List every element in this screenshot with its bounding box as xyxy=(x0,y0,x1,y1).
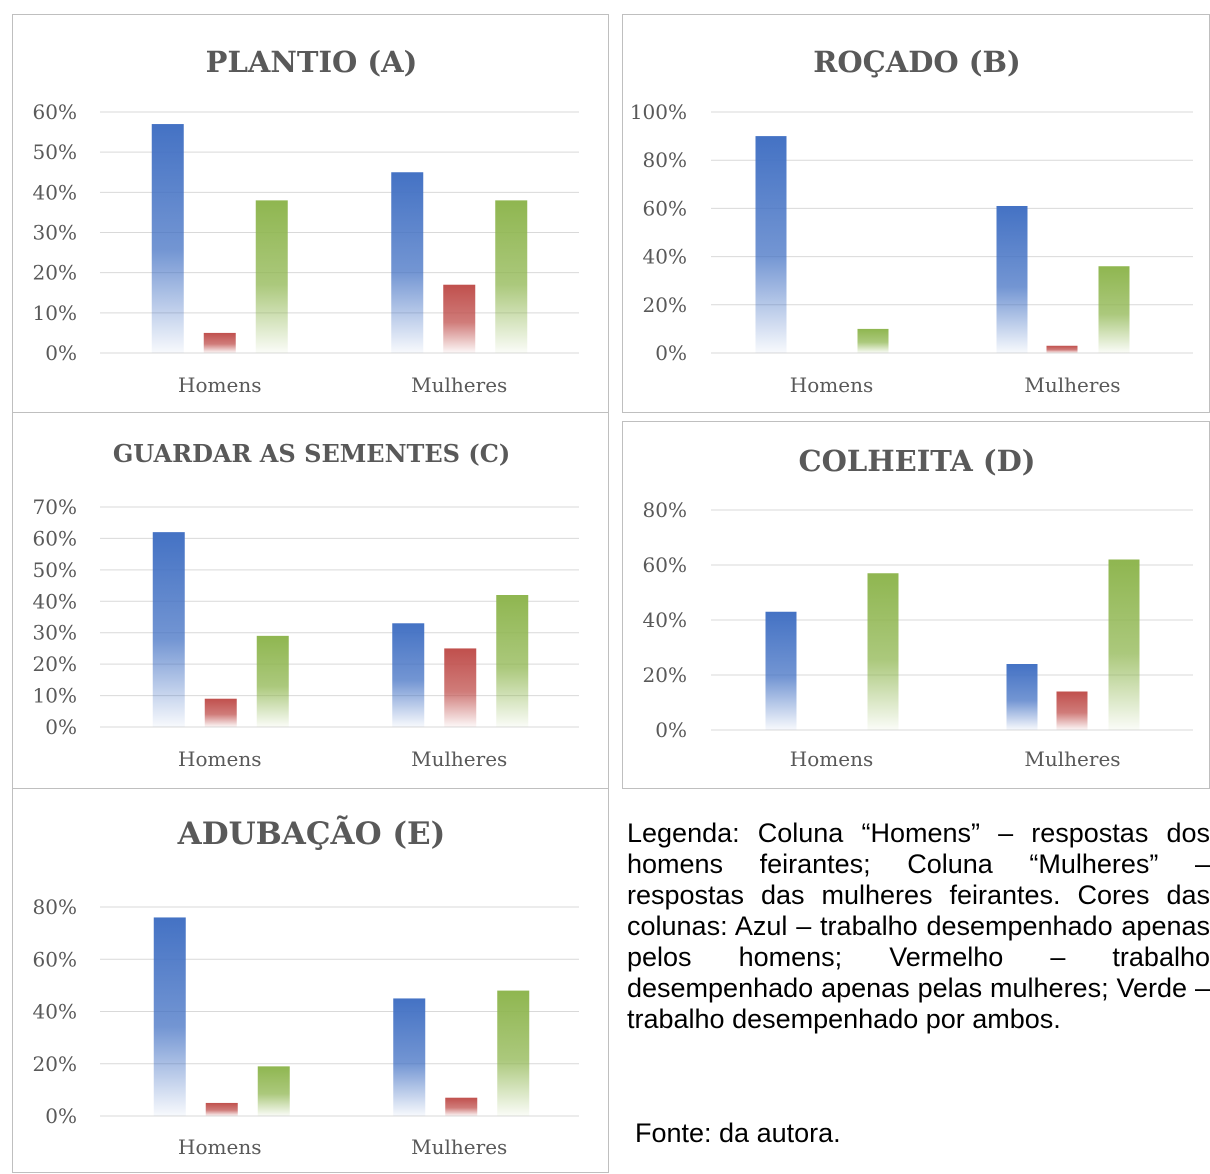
bar-red-mulheres xyxy=(445,1097,478,1116)
bar-red-homens xyxy=(204,698,237,727)
bar-blue-homens xyxy=(765,611,797,730)
bar-blue-mulheres xyxy=(1006,664,1038,730)
bar-green-homens xyxy=(857,328,889,353)
y-tick-label: 0% xyxy=(45,715,77,739)
legend-caption: Legenda: Coluna “Homens” – respostas dos… xyxy=(627,818,1210,1034)
chart-panel-d: COLHEITA (D) 0% 20% 40% 60% 80% Homens Mulheres xyxy=(622,421,1210,789)
y-tick-label: 80% xyxy=(643,498,687,522)
y-tick-label: 10% xyxy=(33,301,77,325)
y-tick-label: 60% xyxy=(33,100,77,124)
y-tick-label: 80% xyxy=(643,148,687,172)
chart-colheita: COLHEITA (D) 0% 20% 40% 60% 80% Homens Mulheres xyxy=(643,444,1193,771)
category-label: Homens xyxy=(178,1135,261,1159)
chart-title: ADUBAÇÃO (E) xyxy=(177,814,446,852)
y-tick-label: 30% xyxy=(33,621,77,645)
y-tick-label: 20% xyxy=(33,261,77,285)
bar-green-homens xyxy=(256,635,289,727)
category-label: Homens xyxy=(790,747,873,771)
chart-panel-e: ADUBAÇÃO (E) 0% 20% 40% 60% 80% Homens Mulheres xyxy=(12,788,609,1173)
bar-green-mulheres xyxy=(1108,559,1140,730)
y-tick-label: 20% xyxy=(643,293,687,317)
bar-red-mulheres xyxy=(1046,345,1078,353)
y-tick-label: 40% xyxy=(33,180,77,204)
bar-blue-mulheres xyxy=(392,623,425,727)
chart-panel-c: GUARDAR AS SEMENTES (C) 0% 10% 20% 30% 40% 50%… xyxy=(12,412,609,789)
y-tick-label: 60% xyxy=(33,947,77,971)
bar-green-mulheres xyxy=(495,200,528,353)
chart-plantio: PLANTIO (A) 0% 10% 20% 30% 40% 50% 60% Homens Mul… xyxy=(33,45,579,397)
bar-blue-homens xyxy=(152,532,185,727)
chart-guardar-sementes: GUARDAR AS SEMENTES (C) 0% 10% 20% 30% 40% 50%… xyxy=(33,439,579,771)
chart-rocado: ROÇADO (B) 0% 20% 40% 60% 80% 100% Homens Mulher… xyxy=(630,45,1193,397)
chart-adubacao: ADUBAÇÃO (E) 0% 20% 40% 60% 80% Homens Mulheres xyxy=(33,814,579,1159)
bar-red-homens xyxy=(203,332,236,353)
y-tick-label: 50% xyxy=(33,558,77,582)
chart-title: ROÇADO (B) xyxy=(813,45,1020,79)
y-tick-label: 30% xyxy=(33,221,77,245)
chart-panel-b: ROÇADO (B) 0% 20% 40% 60% 80% 100% Homens Mulher… xyxy=(622,14,1210,413)
y-tick-label: 40% xyxy=(33,589,77,613)
category-label: Homens xyxy=(178,747,261,771)
category-label: Mulheres xyxy=(411,373,507,397)
y-tick-label: 10% xyxy=(33,684,77,708)
y-tick-label: 0% xyxy=(45,1104,77,1128)
category-label: Mulheres xyxy=(1024,747,1120,771)
bar-blue-homens xyxy=(153,917,186,1116)
bar-green-homens xyxy=(255,200,288,353)
bar-green-mulheres xyxy=(496,595,529,727)
y-tick-label: 20% xyxy=(33,1052,77,1076)
bar-blue-mulheres xyxy=(393,998,426,1116)
category-label: Mulheres xyxy=(411,1135,507,1159)
bar-green-mulheres xyxy=(497,990,530,1116)
y-tick-label: 60% xyxy=(33,526,77,550)
bar-blue-homens xyxy=(151,124,184,353)
source-caption: Fonte: da autora. xyxy=(635,1118,841,1148)
bar-red-homens xyxy=(205,1102,238,1116)
category-label: Homens xyxy=(790,373,873,397)
y-tick-label: 0% xyxy=(45,341,77,365)
chart-panel-a: PLANTIO (A) 0% 10% 20% 30% 40% 50% 60% Homens Mul… xyxy=(12,14,609,413)
category-label: Homens xyxy=(178,373,261,397)
category-label: Mulheres xyxy=(411,747,507,771)
y-tick-label: 20% xyxy=(643,663,687,687)
chart-title: GUARDAR AS SEMENTES (C) xyxy=(113,439,510,468)
y-tick-label: 70% xyxy=(33,495,77,519)
y-tick-label: 80% xyxy=(33,895,77,919)
y-tick-label: 0% xyxy=(655,341,687,365)
bar-green-homens xyxy=(867,573,899,730)
y-tick-label: 40% xyxy=(643,245,687,269)
bar-blue-mulheres xyxy=(391,172,424,353)
y-tick-label: 0% xyxy=(655,718,687,742)
y-tick-label: 50% xyxy=(33,140,77,164)
category-label: Mulheres xyxy=(1024,373,1120,397)
bar-red-mulheres xyxy=(1056,691,1088,730)
bar-green-homens xyxy=(257,1066,290,1116)
y-tick-label: 60% xyxy=(643,553,687,577)
bar-blue-mulheres xyxy=(996,205,1028,353)
chart-title: PLANTIO (A) xyxy=(206,45,418,79)
bar-red-mulheres xyxy=(443,284,476,353)
y-tick-label: 40% xyxy=(33,1000,77,1024)
bar-green-mulheres xyxy=(1098,266,1130,353)
bar-red-mulheres xyxy=(444,648,477,727)
bar-blue-homens xyxy=(755,136,787,353)
y-tick-label: 20% xyxy=(33,652,77,676)
y-tick-label: 60% xyxy=(643,196,687,220)
y-tick-label: 40% xyxy=(643,608,687,632)
chart-title: COLHEITA (D) xyxy=(799,444,1036,478)
y-tick-label: 100% xyxy=(630,100,687,124)
